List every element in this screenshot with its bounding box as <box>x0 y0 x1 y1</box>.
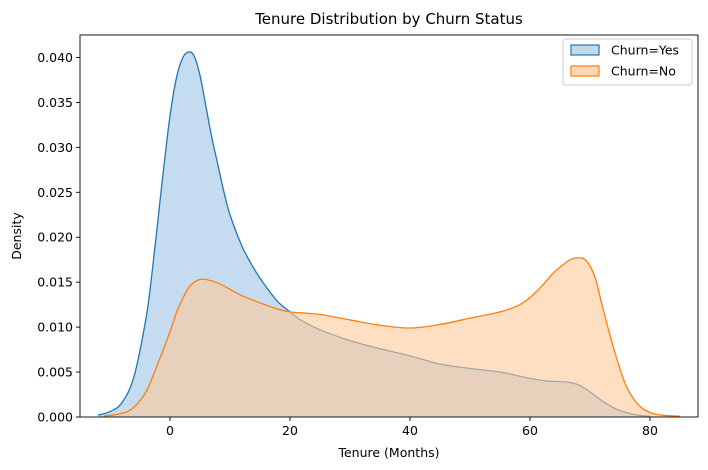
y-tick-label: 0.000 <box>37 410 73 425</box>
density-areas <box>97 51 681 417</box>
y-tick-label: 0.005 <box>37 365 73 380</box>
x-tick-label: 80 <box>642 423 658 438</box>
legend-swatch-churn-yes <box>570 44 600 56</box>
legend: Churn=Yes Churn=No <box>562 38 693 86</box>
y-tick-label: 0.030 <box>37 140 73 155</box>
legend-label-churn-yes: Churn=Yes <box>611 43 679 58</box>
plot-frame <box>79 34 699 418</box>
x-tick-label: 0 <box>166 423 174 438</box>
legend-label-churn-no: Churn=No <box>611 64 676 79</box>
chart-title: Tenure Distribution by Churn Status <box>254 10 523 28</box>
x-tick-label: 40 <box>402 423 418 438</box>
y-tick-label: 0.025 <box>37 185 73 200</box>
y-tick-label: 0.020 <box>37 230 73 245</box>
x-tick-label: 20 <box>282 423 298 438</box>
y-axis: 0.000 0.005 0.010 0.015 0.020 0.025 0.030 0.035… <box>37 50 80 425</box>
plot-border <box>79 34 699 418</box>
legend-swatch-churn-no <box>570 65 600 77</box>
density-fill-churn-no <box>104 257 680 417</box>
y-tick-label: 0.035 <box>37 95 73 110</box>
y-tick-label: 0.040 <box>37 50 73 65</box>
x-axis: 0 20 40 60 80 <box>166 417 658 438</box>
y-axis-label: Density <box>9 212 24 260</box>
y-tick-label: 0.010 <box>37 320 73 335</box>
y-tick-label: 0.015 <box>37 275 73 290</box>
density-line-churn-no <box>103 257 681 417</box>
x-tick-label: 60 <box>522 423 538 438</box>
x-axis-label: Tenure (Months) <box>337 445 439 460</box>
